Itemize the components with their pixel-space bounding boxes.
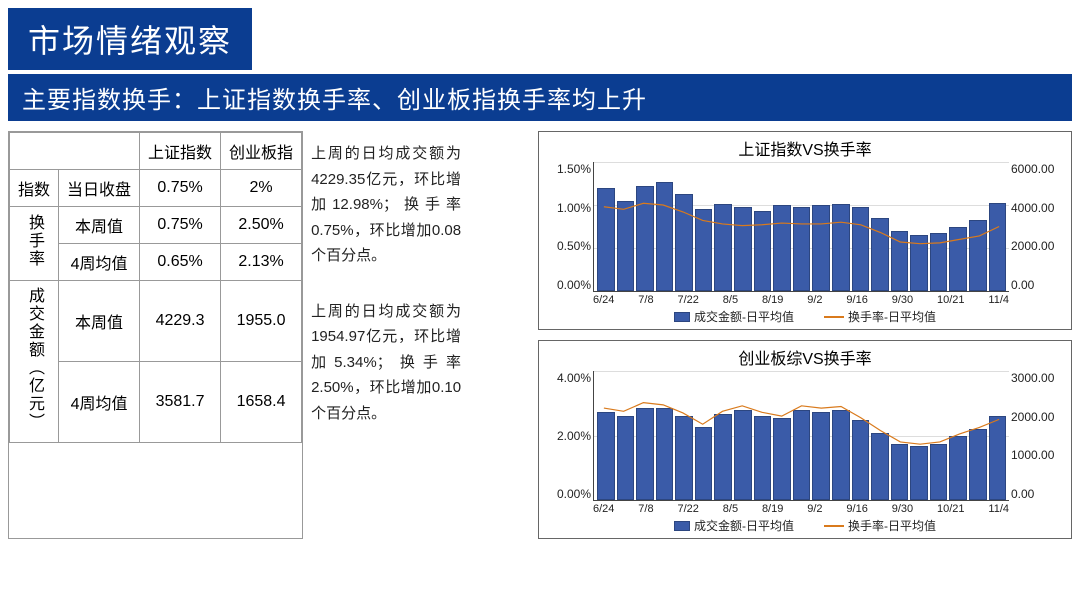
cell: 1955.0	[221, 281, 302, 362]
col-header: 上证指数	[140, 133, 221, 170]
summary-paragraph: 上周的日均成交额为1954.97亿元，环比增加5.34%；换手率2.50%，环比…	[311, 299, 461, 427]
page-subtitle: 主要指数换手：上证指数换手率、创业板指换手率均上升	[8, 74, 1072, 121]
charts-panel: 上证指数VS换手率1.50%1.00%0.50%0.00%6000.004000…	[538, 131, 1072, 539]
row-sub: 4周均值	[59, 244, 140, 281]
paragraph-column: 上周的日均成交额为4229.35亿元，环比增加12.98%；换手率0.75%，环…	[311, 131, 461, 539]
row-group: 指数	[10, 170, 59, 207]
cell: 0.75%	[140, 170, 221, 207]
trend-line	[594, 162, 1009, 291]
chart-chinext: 创业板综VS换手率4.00%2.00%0.00%3000.002000.0010…	[538, 340, 1072, 539]
cell: 2%	[221, 170, 302, 207]
trend-line	[594, 371, 1009, 500]
chart-title: 创业板综VS换手率	[545, 345, 1065, 371]
row-group: 换手率	[10, 207, 59, 281]
row-sub: 本周值	[59, 207, 140, 244]
row-sub: 4周均值	[59, 362, 140, 443]
row-sub: 当日收盘	[59, 170, 140, 207]
chart-title: 上证指数VS换手率	[545, 136, 1065, 162]
data-table: 上证指数 创业板指 指数 当日收盘 0.75% 2% 换手率 本周值 0.75%…	[8, 131, 303, 539]
col-header: 创业板指	[221, 133, 302, 170]
cell: 2.50%	[221, 207, 302, 244]
chart-legend: 成交金额-日平均值换手率-日平均值	[545, 515, 1065, 536]
main-content: 上证指数 创业板指 指数 当日收盘 0.75% 2% 换手率 本周值 0.75%…	[0, 131, 1080, 539]
left-panel: 上证指数 创业板指 指数 当日收盘 0.75% 2% 换手率 本周值 0.75%…	[8, 131, 528, 539]
page-title: 市场情绪观察	[8, 8, 252, 70]
cell: 1658.4	[221, 362, 302, 443]
cell: 2.13%	[221, 244, 302, 281]
chart-sse: 上证指数VS换手率1.50%1.00%0.50%0.00%6000.004000…	[538, 131, 1072, 330]
chart-legend: 成交金额-日平均值换手率-日平均值	[545, 306, 1065, 327]
cell: 0.75%	[140, 207, 221, 244]
row-group: 成交金额（亿元）	[10, 281, 59, 443]
row-sub: 本周值	[59, 281, 140, 362]
cell: 0.65%	[140, 244, 221, 281]
cell: 3581.7	[140, 362, 221, 443]
cell: 4229.3	[140, 281, 221, 362]
summary-paragraph: 上周的日均成交额为4229.35亿元，环比增加12.98%；换手率0.75%，环…	[311, 141, 461, 269]
